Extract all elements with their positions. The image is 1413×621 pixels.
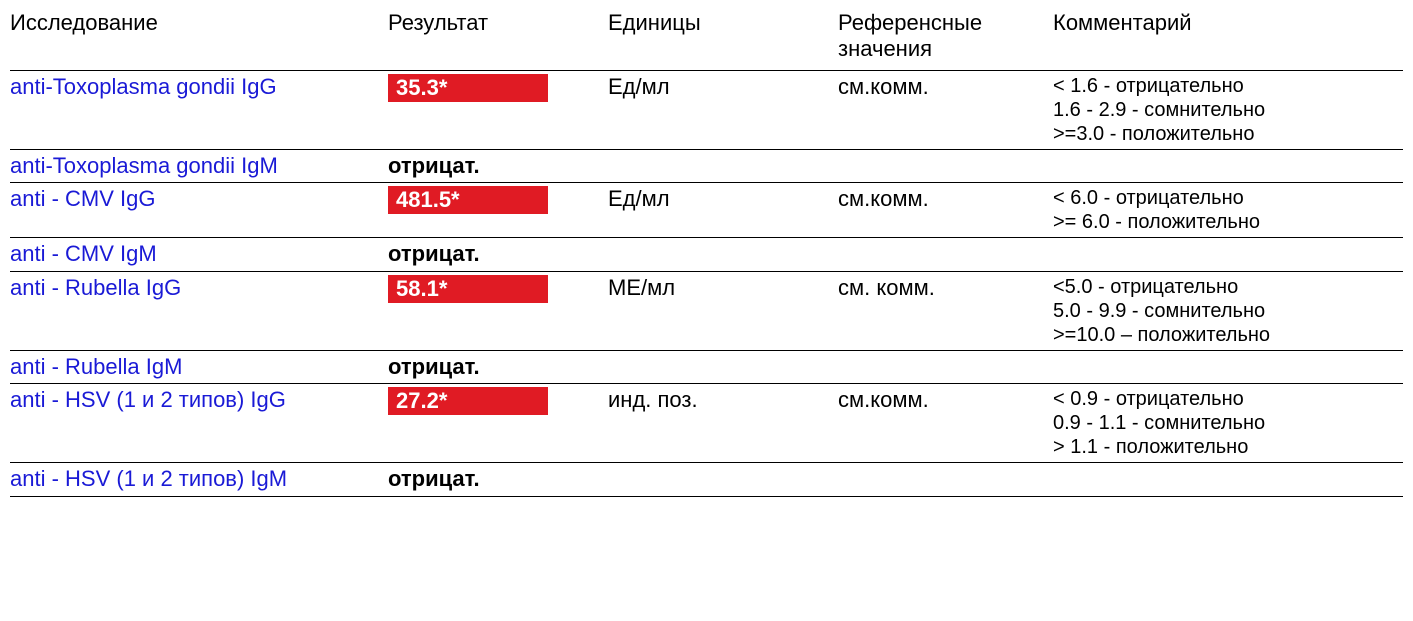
cell-result: 58.1* xyxy=(388,271,608,350)
cell-units: Ед/мл xyxy=(608,183,838,238)
cell-comment: <5.0 - отрицательно 5.0 - 9.9 - сомнител… xyxy=(1053,271,1403,350)
study-name[interactable]: anti - CMV IgG xyxy=(10,186,155,211)
cell-reference: см.комм. xyxy=(838,183,1053,238)
result-badge: 58.1* xyxy=(388,275,548,303)
header-study: Исследование xyxy=(10,6,388,71)
result-badge: 481.5* xyxy=(388,186,548,214)
cell-reference: см.комм. xyxy=(838,384,1053,463)
cell-reference xyxy=(838,238,1053,271)
cell-reference: см. комм. xyxy=(838,271,1053,350)
cell-result: отрицат. xyxy=(388,463,608,496)
table-row: anti - Rubella IgM отрицат. xyxy=(10,350,1403,383)
cell-units xyxy=(608,350,838,383)
study-name[interactable]: anti-Toxoplasma gondii IgG xyxy=(10,74,277,99)
cell-reference xyxy=(838,150,1053,183)
result-text: отрицат. xyxy=(388,241,480,266)
cell-study: anti - CMV IgG xyxy=(10,183,388,238)
cell-result: 481.5* xyxy=(388,183,608,238)
cell-reference xyxy=(838,463,1053,496)
header-comment: Комментарий xyxy=(1053,6,1403,71)
cell-result: 27.2* xyxy=(388,384,608,463)
study-name[interactable]: anti - HSV (1 и 2 типов) IgM xyxy=(10,466,287,491)
cell-comment xyxy=(1053,350,1403,383)
cell-result: отрицат. xyxy=(388,238,608,271)
lab-results-table: Исследование Результат Единицы Референсн… xyxy=(10,6,1403,497)
result-badge: 35.3* xyxy=(388,74,548,102)
table-row: anti-Toxoplasma gondii IgG 35.3* Ед/млсм.к… xyxy=(10,71,1403,150)
cell-study: anti - HSV (1 и 2 типов) IgG xyxy=(10,384,388,463)
table-row: anti - HSV (1 и 2 типов) IgG 27.2* инд. по… xyxy=(10,384,1403,463)
cell-comment: < 6.0 - отрицательно >= 6.0 - положитель… xyxy=(1053,183,1403,238)
cell-units xyxy=(608,238,838,271)
result-badge: 27.2* xyxy=(388,387,548,415)
cell-study: anti-Toxoplasma gondii IgG xyxy=(10,71,388,150)
study-name[interactable]: anti - HSV (1 и 2 типов) IgG xyxy=(10,387,286,412)
result-text: отрицат. xyxy=(388,354,480,379)
result-text: отрицат. xyxy=(388,466,480,491)
cell-reference xyxy=(838,350,1053,383)
header-units: Единицы xyxy=(608,6,838,71)
table-row: anti - HSV (1 и 2 типов) IgM отрицат. xyxy=(10,463,1403,496)
cell-comment xyxy=(1053,150,1403,183)
header-result: Результат xyxy=(388,6,608,71)
cell-comment xyxy=(1053,463,1403,496)
cell-study: anti - CMV IgM xyxy=(10,238,388,271)
cell-units xyxy=(608,463,838,496)
cell-result: 35.3* xyxy=(388,71,608,150)
cell-study: anti - Rubella IgM xyxy=(10,350,388,383)
table-row: anti - Rubella IgG 58.1* МЕ/млсм. комм.<5.… xyxy=(10,271,1403,350)
table-row: anti - CMV IgM отрицат. xyxy=(10,238,1403,271)
cell-units: инд. поз. xyxy=(608,384,838,463)
cell-study: anti - HSV (1 и 2 типов) IgM xyxy=(10,463,388,496)
table-row: anti-Toxoplasma gondii IgM отрицат. xyxy=(10,150,1403,183)
table-header-row: Исследование Результат Единицы Референсн… xyxy=(10,6,1403,71)
cell-comment: < 0.9 - отрицательно 0.9 - 1.1 - сомните… xyxy=(1053,384,1403,463)
cell-units: МЕ/мл xyxy=(608,271,838,350)
cell-result: отрицат. xyxy=(388,150,608,183)
cell-reference: см.комм. xyxy=(838,71,1053,150)
header-reference: Референсные значения xyxy=(838,6,1053,71)
cell-units xyxy=(608,150,838,183)
cell-comment xyxy=(1053,238,1403,271)
study-name[interactable]: anti - Rubella IgM xyxy=(10,354,182,379)
study-name[interactable]: anti-Toxoplasma gondii IgM xyxy=(10,153,278,178)
cell-study: anti - Rubella IgG xyxy=(10,271,388,350)
cell-comment: < 1.6 - отрицательно 1.6 - 2.9 - сомните… xyxy=(1053,71,1403,150)
study-name[interactable]: anti - CMV IgM xyxy=(10,241,157,266)
cell-study: anti-Toxoplasma gondii IgM xyxy=(10,150,388,183)
cell-units: Ед/мл xyxy=(608,71,838,150)
result-text: отрицат. xyxy=(388,153,480,178)
study-name[interactable]: anti - Rubella IgG xyxy=(10,275,181,300)
table-row: anti - CMV IgG 481.5* Ед/млсм.комм.< 6.0 -… xyxy=(10,183,1403,238)
cell-result: отрицат. xyxy=(388,350,608,383)
